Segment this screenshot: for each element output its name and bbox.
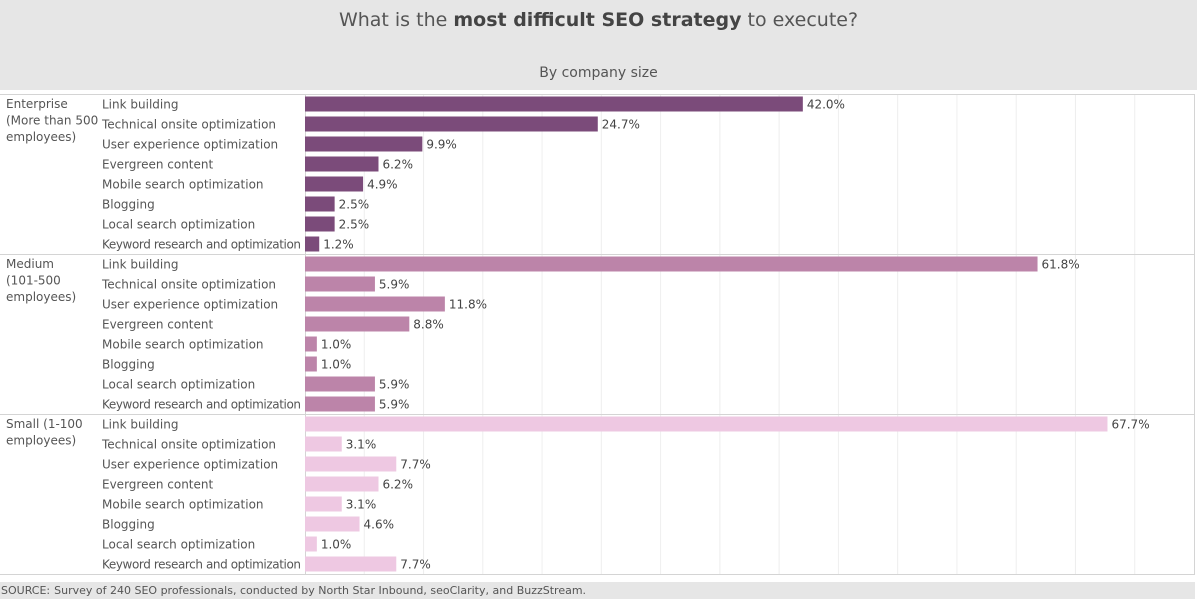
data-label: 5.9%: [379, 378, 410, 392]
category-label: Keyword research and optimization: [102, 558, 301, 572]
bar: [305, 256, 1038, 272]
data-label: 2.5%: [339, 218, 370, 232]
bar: [305, 296, 445, 312]
group-label: Small (1-100 employees): [6, 417, 83, 448]
bar: [305, 316, 410, 332]
bar: [305, 556, 397, 572]
category-label: User experience optimization: [102, 298, 278, 312]
bar: [305, 516, 360, 532]
data-label: 6.2%: [382, 158, 413, 172]
bar: [305, 96, 803, 112]
bar: [305, 116, 598, 132]
data-label: 5.9%: [379, 278, 410, 292]
category-label: Keyword research and optimization: [102, 398, 301, 412]
source-text: Survey of 240 SEO professionals, conduct…: [54, 584, 587, 597]
bar-chart: Enterprise (More than 500 employees) Link b…: [0, 94, 1195, 575]
title-suffix: to execute?: [741, 9, 859, 31]
category-label: Blogging: [102, 358, 155, 372]
data-label: 3.1%: [346, 498, 377, 512]
chart-subtitle: By company size: [539, 65, 658, 81]
title-prefix: What is the: [338, 9, 454, 31]
category-label: Link building: [102, 258, 178, 272]
bar: [305, 496, 342, 512]
bar: [305, 396, 375, 412]
bar: [305, 416, 1108, 432]
data-label: 67.7%: [1111, 418, 1149, 432]
bar: [305, 216, 335, 232]
bar: [305, 156, 379, 172]
chart-header: What is the most difficult SEO strategy …: [0, 0, 1197, 90]
category-label: Local search optimization: [102, 378, 255, 392]
category-label: Link building: [102, 418, 178, 432]
category-label: Technical onsite optimization: [101, 438, 276, 452]
category-label: Blogging: [102, 198, 155, 212]
bar: [305, 356, 317, 372]
category-label: Local search optimization: [102, 218, 255, 232]
bar: [305, 456, 397, 472]
data-label: 1.2%: [323, 238, 354, 252]
category-label: Keyword research and optimization: [102, 238, 301, 252]
data-label: 11.8%: [449, 298, 487, 312]
category-label: Technical onsite optimization: [101, 278, 276, 292]
chart-title: What is the most difficult SEO strategy …: [0, 9, 1197, 31]
bar: [305, 336, 317, 352]
group-label: Medium (101-500 employees): [6, 257, 76, 304]
category-label: Evergreen content: [102, 158, 214, 172]
data-label: 3.1%: [346, 438, 377, 452]
category-label: Mobile search optimization: [102, 338, 264, 352]
data-label: 8.8%: [413, 318, 444, 332]
category-label: Mobile search optimization: [102, 498, 264, 512]
category-label: Technical onsite optimization: [101, 118, 276, 132]
bar: [305, 436, 342, 452]
data-label: 7.7%: [400, 458, 431, 472]
bar: [305, 476, 379, 492]
category-label: User experience optimization: [102, 138, 278, 152]
data-label: 7.7%: [400, 558, 431, 572]
data-label: 6.2%: [382, 478, 413, 492]
bar: [305, 236, 320, 252]
bar: [305, 536, 317, 552]
data-label: 1.0%: [321, 338, 352, 352]
bar: [305, 176, 364, 192]
data-label: 9.9%: [426, 138, 457, 152]
data-label: 61.8%: [1042, 258, 1080, 272]
category-label: Evergreen content: [102, 478, 214, 492]
category-label: User experience optimization: [102, 458, 278, 472]
category-label: Mobile search optimization: [102, 178, 264, 192]
data-label: 24.7%: [602, 118, 640, 132]
bar: [305, 376, 375, 392]
bar: [305, 196, 335, 212]
bar: [305, 276, 375, 292]
data-label: 42.0%: [807, 98, 845, 112]
category-label: Local search optimization: [102, 538, 255, 552]
data-label: 4.9%: [367, 178, 398, 192]
data-label: 5.9%: [379, 398, 410, 412]
category-label: Evergreen content: [102, 318, 214, 332]
data-label: 4.6%: [364, 518, 395, 532]
category-label: Link building: [102, 98, 178, 112]
source-label: SOURCE:: [1, 584, 51, 597]
group-label: Enterprise (More than 500 employees): [6, 97, 98, 144]
category-label: Blogging: [102, 518, 155, 532]
data-label: 1.0%: [321, 538, 352, 552]
data-label: 2.5%: [339, 198, 370, 212]
source-footer: SOURCE: Survey of 240 SEO professionals, …: [0, 582, 1195, 599]
data-label: 1.0%: [321, 358, 352, 372]
bar: [305, 136, 423, 152]
title-bold: most difficult SEO strategy: [453, 9, 742, 31]
